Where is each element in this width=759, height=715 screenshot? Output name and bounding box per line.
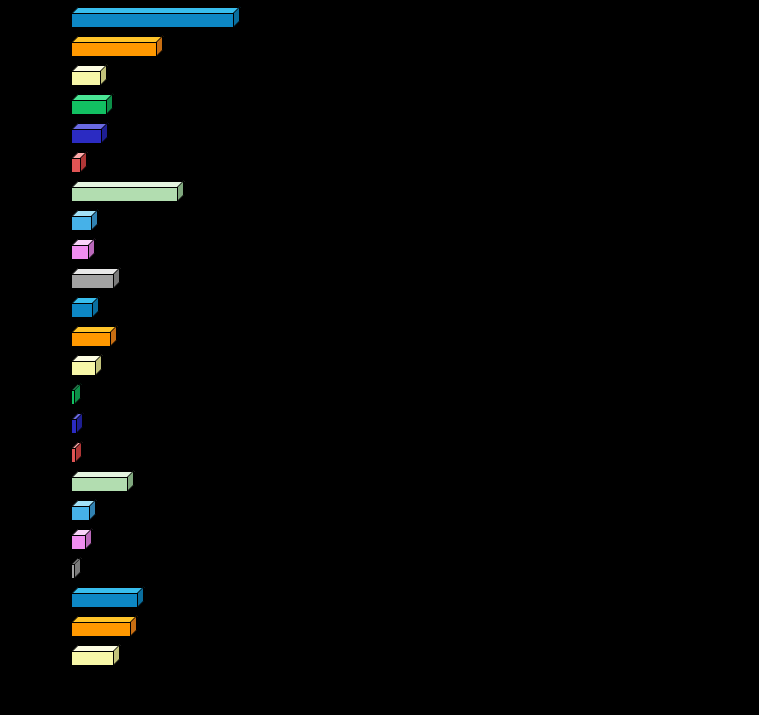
bar-front-face [71, 71, 101, 86]
bar-front-face [71, 274, 114, 289]
bar-front-face [71, 13, 234, 28]
bar-front-face [71, 303, 93, 318]
bar-front-face [71, 187, 178, 202]
bar-front-face [71, 506, 90, 521]
bar-front-face [71, 593, 138, 608]
bar-front-face [71, 448, 76, 463]
bar-front-face [71, 535, 86, 550]
bar-front-face [71, 564, 75, 579]
bar-front-face [71, 100, 107, 115]
bar-front-face [71, 129, 102, 144]
bar-front-face [71, 216, 92, 231]
bar-front-face [71, 332, 111, 347]
bar-front-face [71, 419, 77, 434]
bar-front-face [71, 158, 81, 173]
bar-front-face [71, 42, 157, 57]
bar-front-face [71, 622, 131, 637]
bar-front-face [71, 361, 96, 376]
bar-front-face [71, 651, 114, 666]
bar-front-face [71, 477, 128, 492]
bar-front-face [71, 245, 89, 260]
bar-front-face [71, 390, 75, 405]
